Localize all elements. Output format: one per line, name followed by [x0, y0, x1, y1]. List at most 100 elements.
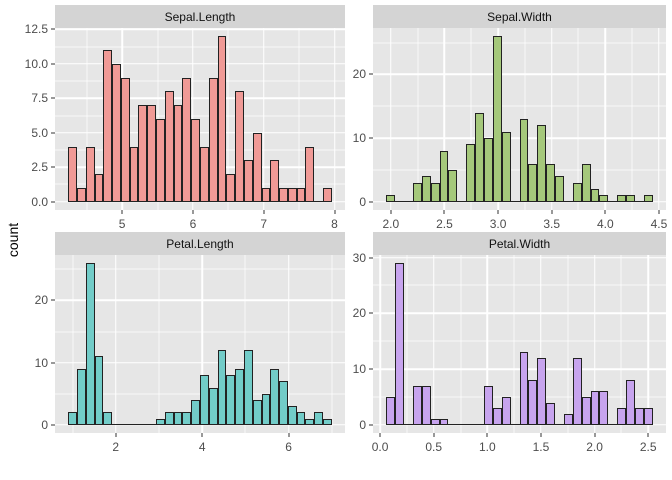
histogram-bar — [643, 195, 653, 202]
minor-gridline-x — [470, 28, 472, 210]
histogram-bar — [252, 132, 262, 202]
histogram-bar — [94, 356, 104, 425]
histogram-bar — [120, 77, 130, 202]
major-gridline-y — [373, 200, 666, 203]
x-tick-label: 4 — [198, 440, 206, 454]
y-tick-label: 30 — [352, 250, 366, 265]
major-gridline-x — [262, 28, 265, 210]
histogram-bar — [572, 357, 582, 425]
histogram-bar — [519, 352, 529, 425]
major-gridline-x — [390, 28, 392, 210]
histogram-bar — [287, 187, 297, 202]
major-gridline-y — [373, 424, 666, 426]
histogram-bar — [581, 163, 591, 202]
histogram-bar — [235, 368, 244, 425]
major-gridline-y — [373, 256, 666, 259]
histogram-bar — [572, 182, 582, 202]
histogram-bar — [617, 195, 626, 202]
y-tick-label: 0 — [359, 194, 366, 209]
facet-strip: Petal.Length — [55, 232, 345, 255]
x-tick-label: 6 — [189, 217, 197, 231]
y-tick-label: 2.5 — [31, 160, 48, 175]
minor-gridline-y — [55, 331, 345, 333]
minor-gridline-y — [55, 80, 345, 82]
major-gridline-y — [373, 312, 666, 315]
histogram-bar — [94, 174, 104, 202]
y-tick-mark — [369, 73, 373, 75]
y-tick-mark — [51, 424, 55, 426]
x-tick-mark — [443, 210, 445, 214]
histogram-bar — [129, 146, 139, 202]
histogram-bar — [492, 36, 502, 202]
histogram-bar — [590, 391, 600, 425]
histogram-bar — [421, 385, 431, 425]
major-gridline-y — [55, 97, 345, 100]
histogram-bar — [173, 412, 183, 425]
histogram-bar — [200, 375, 209, 425]
x-tick-label: 3.0 — [489, 217, 507, 231]
major-gridline-y — [55, 424, 345, 426]
x-tick-label: 6 — [285, 440, 292, 454]
x-tick-mark — [594, 433, 596, 437]
major-gridline-x — [115, 255, 117, 433]
y-tick-label: 5.0 — [31, 125, 48, 140]
zero-baseline — [68, 423, 332, 425]
y-tick-mark — [51, 132, 55, 134]
minor-gridline-x — [620, 255, 622, 433]
histogram-bar — [287, 406, 297, 425]
major-gridline-y — [373, 73, 666, 76]
histogram-bar — [483, 138, 493, 202]
major-gridline-x — [647, 255, 649, 433]
histogram-bar — [85, 146, 95, 202]
y-tick-mark — [51, 299, 55, 301]
major-gridline-x — [658, 28, 660, 210]
x-tick-mark — [433, 433, 435, 437]
histogram-bar — [546, 163, 555, 202]
histogram-bar — [439, 419, 449, 425]
y-tick-mark — [369, 424, 373, 426]
major-gridline-x — [550, 28, 553, 210]
y-tick-mark — [369, 312, 373, 314]
histogram-bar — [599, 195, 609, 202]
x-tick-label: 2.0 — [382, 217, 400, 231]
x-tick-mark — [647, 433, 649, 437]
major-gridline-y — [55, 63, 345, 65]
zero-baseline — [386, 200, 653, 202]
major-gridline-x — [443, 28, 446, 210]
major-gridline-y — [55, 361, 345, 364]
histogram-bar — [217, 350, 227, 425]
histogram-bar — [270, 368, 280, 425]
plot-panel: 0 10 20 2.0 2.5 3.0 3.5 4.0 4.5 — [353, 28, 667, 230]
histogram-bar — [252, 400, 262, 425]
histogram-bar — [581, 397, 591, 425]
histogram-bar — [182, 77, 192, 202]
minor-gridline-y — [55, 46, 345, 48]
minor-gridline-x — [631, 28, 633, 210]
x-tick-label: 8 — [331, 217, 338, 231]
histogram-bar — [138, 105, 148, 202]
major-gridline-x — [432, 255, 435, 433]
major-gridline-x — [333, 28, 336, 210]
x-tick-mark — [288, 433, 290, 437]
histogram-bar — [208, 387, 218, 425]
x-tick-mark — [497, 210, 499, 214]
x-tick-label: 5 — [118, 217, 126, 231]
x-tick-mark — [115, 433, 117, 437]
histogram-bar — [243, 350, 253, 425]
histogram-bar — [156, 119, 165, 202]
histogram-bar — [421, 176, 431, 202]
histogram-bar — [279, 381, 288, 425]
y-tick-label: 10 — [352, 362, 366, 377]
histogram-bar — [112, 63, 121, 202]
facet-title: Petal.Width — [488, 236, 551, 251]
plot-panel: 0 10 20 2 4 6 — [35, 255, 345, 453]
x-tick-mark — [379, 433, 381, 437]
histogram-bar — [200, 146, 209, 202]
histogram-bar — [386, 195, 396, 202]
facet-title: Sepal.Length — [164, 9, 236, 24]
minor-gridline-x — [227, 28, 229, 210]
histogram-bar — [243, 160, 253, 202]
histogram-bar — [191, 400, 200, 425]
minor-gridline-x — [513, 255, 515, 433]
histogram-bar — [164, 412, 174, 425]
